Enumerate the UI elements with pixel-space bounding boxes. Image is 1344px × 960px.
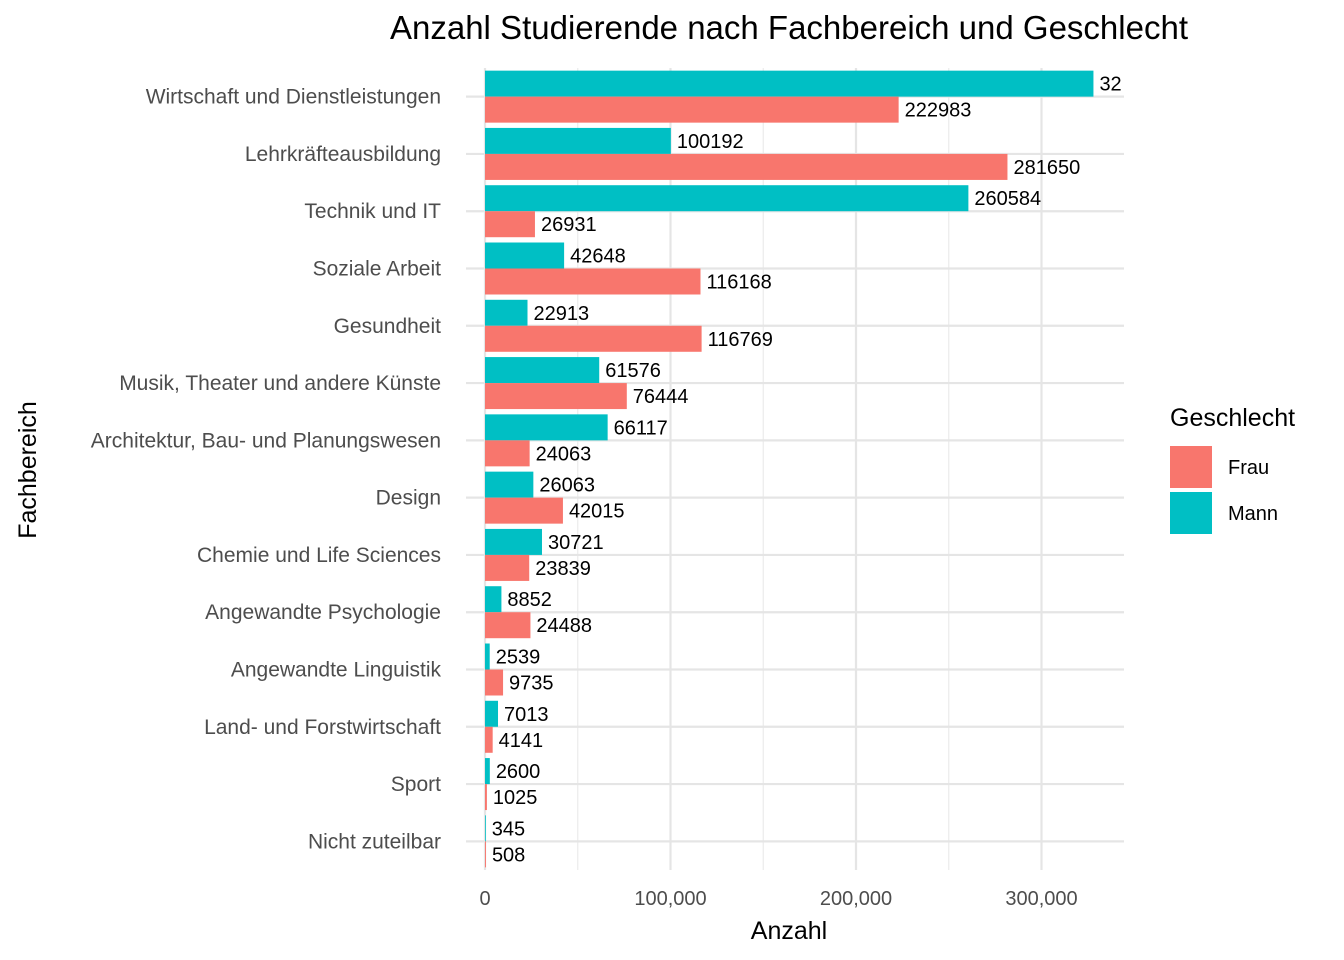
data-label-frau-4: 116168 — [706, 272, 771, 294]
bar-mann-13 — [485, 758, 490, 785]
data-label-mann-1: 32 — [1099, 74, 1121, 96]
bar-mann-8 — [485, 471, 534, 498]
category-label-6: Musik, Theater und andere Künste — [119, 372, 441, 395]
legend-title: Geschlecht — [1170, 404, 1295, 432]
category-labels: Wirtschaft und Dienstleistungen Lehrkräft… — [91, 86, 442, 854]
bar-mann-11 — [485, 643, 490, 670]
bar-mann-10 — [485, 586, 502, 613]
data-label-mann-12: 7013 — [504, 704, 549, 726]
category-label-2: Lehrkräfteausbildung — [245, 143, 441, 166]
bar-frau-7 — [485, 440, 530, 467]
bar-frau-10 — [485, 612, 531, 639]
x-tick-label-1: 0 — [479, 888, 490, 910]
data-label-mann-5: 22913 — [534, 303, 590, 325]
bar-mann-5 — [485, 299, 528, 326]
data-label-mann-2: 100192 — [677, 131, 744, 153]
category-label-1: Wirtschaft und Dienstleistungen — [146, 86, 441, 109]
bar-mann-7 — [485, 414, 608, 441]
category-label-14: Nicht zuteilbar — [308, 830, 441, 853]
data-label-frau-12: 4141 — [499, 730, 543, 752]
data-label-frau-13: 1025 — [493, 787, 538, 809]
data-label-mann-10: 8852 — [507, 589, 552, 611]
data-label-frau-8: 42015 — [569, 501, 625, 523]
bar-frau-8 — [485, 497, 563, 524]
data-labels-group: 32 222983 100192 281650 260584 26931 42648 1161… — [492, 74, 1122, 867]
data-label-frau-2: 281650 — [1013, 157, 1080, 179]
data-label-frau-10: 24488 — [536, 615, 592, 637]
bar-mann-9 — [485, 528, 542, 555]
category-label-7: Architektur, Bau- und Planungswesen — [91, 429, 441, 452]
category-label-9: Chemie und Life Sciences — [197, 544, 441, 567]
data-label-frau-11: 9735 — [509, 673, 554, 695]
legend: Geschlecht Frau Mann — [1170, 404, 1295, 534]
category-label-13: Sport — [391, 773, 441, 796]
bar-frau-3 — [485, 211, 535, 238]
data-label-mann-11: 2539 — [496, 647, 541, 669]
bar-frau-4 — [485, 268, 701, 295]
bar-frau-5 — [485, 325, 702, 352]
data-label-frau-14: 508 — [492, 844, 525, 866]
category-label-4: Soziale Arbeit — [313, 258, 442, 281]
data-label-frau-5: 116769 — [708, 329, 773, 351]
data-label-mann-6: 61576 — [605, 360, 661, 382]
bar-frau-6 — [485, 383, 627, 410]
bar-frau-1 — [485, 96, 899, 123]
bar-frau-9 — [485, 554, 530, 581]
bar-frau-12 — [485, 726, 493, 753]
legend-label-frau: Frau — [1228, 457, 1269, 479]
data-label-frau-1: 222983 — [905, 100, 972, 122]
category-label-8: Design — [376, 487, 441, 510]
bar-mann-12 — [485, 700, 499, 727]
category-label-12: Land- und Forstwirtschaft — [204, 716, 441, 739]
bar-frau-14 — [485, 841, 486, 868]
x-tick-label-4: 300,000 — [1005, 888, 1077, 910]
bar-mann-14 — [485, 815, 486, 842]
bar-frau-2 — [485, 153, 1008, 180]
chart-title: Anzahl Studierende nach Fachbereich und … — [390, 9, 1188, 46]
x-tick-label-2: 100,000 — [634, 888, 706, 910]
bar-mann-3 — [485, 185, 969, 212]
data-label-mann-9: 30721 — [548, 532, 604, 554]
category-label-10: Angewandte Psychologie — [205, 601, 441, 624]
data-label-mann-7: 66117 — [614, 417, 668, 439]
data-label-mann-14: 345 — [492, 818, 525, 840]
category-label-11: Angewandte Linguistik — [231, 659, 442, 682]
data-label-mann-4: 42648 — [570, 246, 626, 268]
x-axis-title: Anzahl — [751, 917, 827, 945]
x-tick-label-3: 200,000 — [820, 888, 892, 910]
category-label-5: Gesundheit — [334, 315, 442, 338]
x-tick-labels: 0 100,000 200,000 300,000 — [479, 888, 1077, 910]
bar-frau-13 — [485, 784, 487, 811]
y-axis-title: Fachbereich — [14, 401, 42, 539]
bar-mann-6 — [485, 357, 600, 384]
data-label-frau-6: 76444 — [633, 386, 689, 408]
bar-mann-4 — [485, 242, 565, 269]
data-label-mann-13: 2600 — [496, 761, 541, 783]
data-label-mann-3: 260584 — [974, 188, 1041, 210]
data-label-frau-9: 23839 — [535, 558, 591, 580]
bars-group — [485, 70, 1094, 868]
legend-key-frau — [1170, 446, 1212, 488]
category-label-3: Technik und IT — [304, 200, 441, 223]
bar-mann-1 — [485, 70, 1094, 97]
data-label-frau-7: 24063 — [536, 443, 592, 465]
data-label-mann-8: 26063 — [539, 475, 595, 497]
legend-key-mann — [1170, 492, 1212, 534]
data-label-frau-3: 26931 — [541, 214, 597, 236]
bar-frau-11 — [485, 669, 504, 696]
bar-mann-2 — [485, 127, 671, 154]
legend-label-mann: Mann — [1228, 503, 1278, 525]
